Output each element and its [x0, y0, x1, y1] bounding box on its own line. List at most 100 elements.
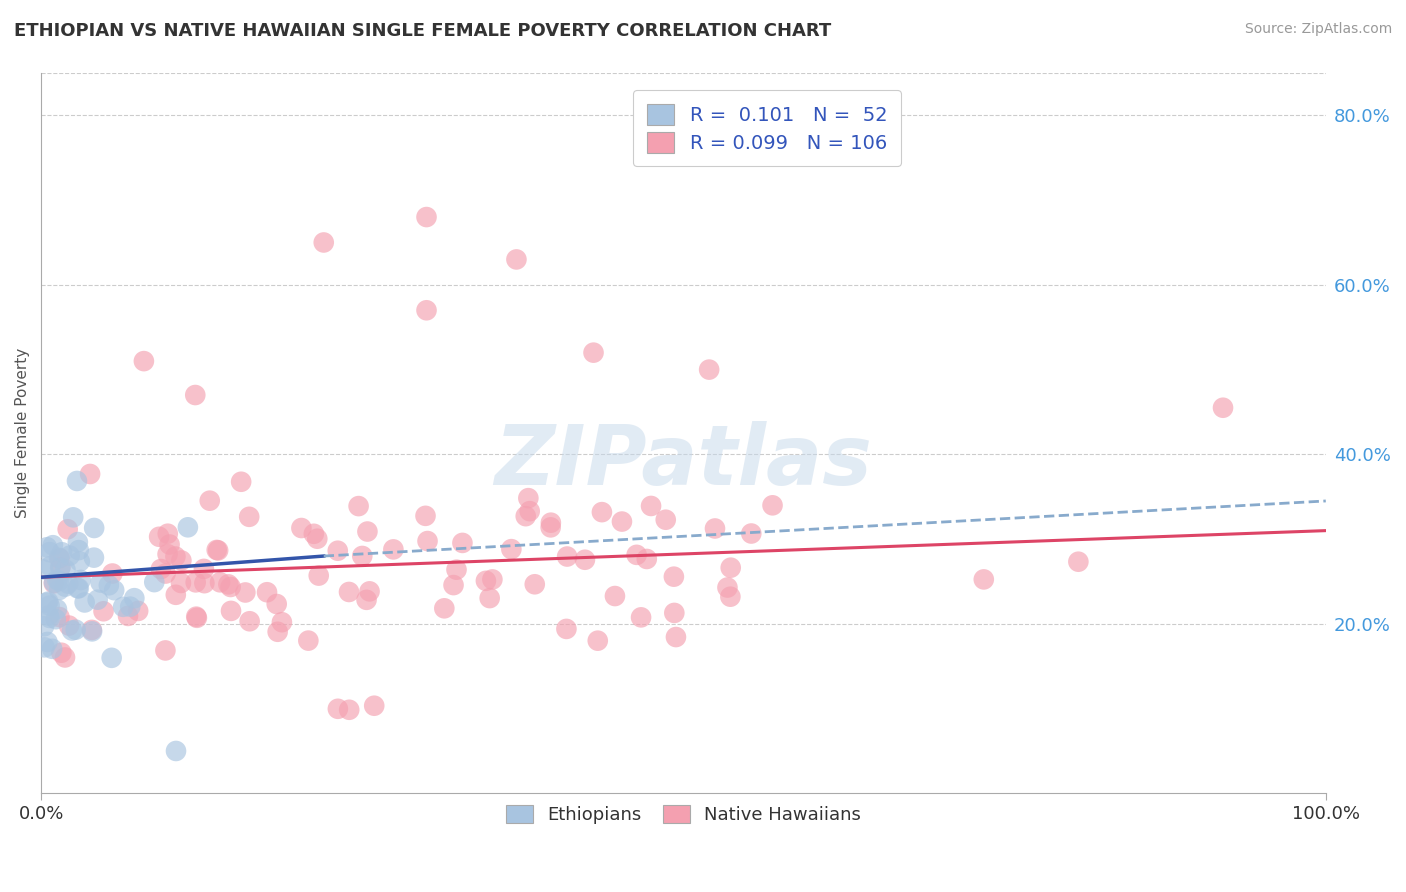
Point	[32, 562, 55, 576]
Point	[48, 582, 70, 597]
Point	[186, 611, 208, 625]
Point	[481, 573, 503, 587]
Point	[302, 526, 325, 541]
Point	[155, 566, 177, 581]
Point	[35, 596, 58, 610]
Point	[69, 554, 91, 568]
Point	[53, 580, 76, 594]
Point	[170, 576, 193, 591]
Point	[67, 581, 90, 595]
Point	[132, 354, 155, 368]
Legend: Ethiopians, Native Hawaiians: Ethiopians, Native Hawaiians	[495, 794, 872, 835]
Point	[66, 582, 89, 596]
Point	[148, 530, 170, 544]
Point	[235, 585, 257, 599]
Point	[48, 550, 70, 565]
Point	[610, 515, 633, 529]
Point	[112, 599, 135, 614]
Point	[205, 543, 228, 558]
Point	[37, 635, 59, 649]
Y-axis label: Single Female Poverty: Single Female Poverty	[15, 348, 30, 518]
Point	[38, 545, 60, 559]
Point	[415, 303, 437, 318]
Point	[433, 601, 456, 615]
Point	[48, 551, 70, 566]
Point	[193, 576, 215, 591]
Point	[34, 640, 56, 655]
Point	[90, 575, 112, 590]
Point	[630, 610, 652, 624]
Point	[451, 536, 474, 550]
Point	[60, 624, 83, 638]
Point	[56, 522, 79, 536]
Point	[38, 608, 60, 623]
Point	[73, 595, 96, 609]
Point	[382, 542, 405, 557]
Point	[124, 591, 146, 606]
Point	[337, 585, 360, 599]
Point	[761, 498, 783, 512]
Point	[219, 580, 242, 594]
Point	[326, 543, 349, 558]
Point	[363, 698, 385, 713]
Point	[347, 499, 370, 513]
Text: Source: ZipAtlas.com: Source: ZipAtlas.com	[1244, 22, 1392, 37]
Point	[66, 535, 89, 549]
Point	[170, 553, 193, 567]
Point	[665, 630, 688, 644]
Point	[519, 504, 541, 518]
Text: ETHIOPIAN VS NATIVE HAWAIIAN SINGLE FEMALE POVERTY CORRELATION CHART: ETHIOPIAN VS NATIVE HAWAIIAN SINGLE FEMA…	[14, 22, 831, 40]
Point	[231, 475, 253, 489]
Point	[155, 643, 177, 657]
Point	[356, 524, 378, 539]
Point	[603, 589, 626, 603]
Point	[156, 547, 179, 561]
Point	[48, 574, 70, 588]
Point	[416, 534, 439, 549]
Point	[156, 526, 179, 541]
Point	[718, 590, 741, 604]
Point	[540, 516, 562, 530]
Point	[51, 646, 73, 660]
Point	[505, 252, 527, 267]
Point	[56, 576, 79, 591]
Point	[117, 608, 139, 623]
Point	[266, 624, 288, 639]
Point	[540, 520, 562, 534]
Point	[515, 509, 537, 524]
Point	[100, 650, 122, 665]
Point	[640, 499, 662, 513]
Point	[66, 474, 89, 488]
Point	[86, 592, 108, 607]
Point	[103, 583, 125, 598]
Point	[664, 606, 686, 620]
Point	[517, 491, 540, 505]
Point	[83, 550, 105, 565]
Point	[37, 594, 59, 608]
Point	[177, 520, 200, 534]
Point	[58, 618, 80, 632]
Point	[217, 577, 239, 591]
Point	[184, 388, 207, 402]
Point	[127, 604, 149, 618]
Point	[159, 537, 181, 551]
Point	[443, 578, 465, 592]
Point	[307, 532, 329, 546]
Point	[46, 602, 69, 616]
Point	[165, 588, 187, 602]
Point	[39, 559, 62, 574]
Point	[1212, 401, 1234, 415]
Point	[219, 604, 242, 618]
Point	[49, 561, 72, 575]
Point	[186, 609, 208, 624]
Point	[101, 566, 124, 581]
Point	[49, 560, 72, 574]
Point	[356, 592, 378, 607]
Point	[42, 575, 65, 590]
Point	[662, 569, 685, 583]
Point	[337, 703, 360, 717]
Point	[582, 345, 605, 359]
Point	[165, 744, 187, 758]
Point	[35, 541, 58, 555]
Point	[48, 610, 70, 624]
